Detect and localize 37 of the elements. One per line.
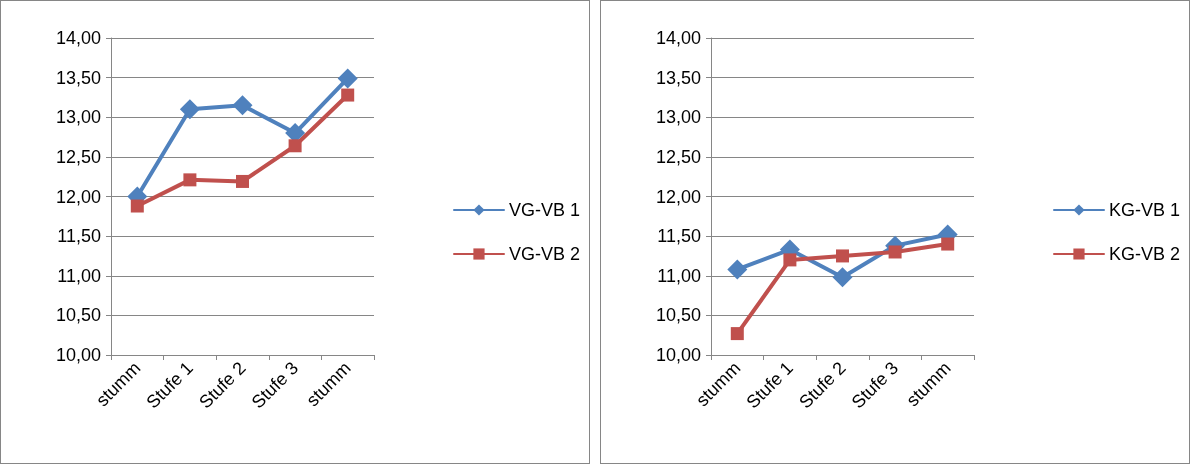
point xyxy=(941,237,955,251)
point xyxy=(836,249,849,263)
y-tick-label: 11,00 xyxy=(57,265,101,286)
point xyxy=(179,99,200,120)
legend-label: VG-VB 2 xyxy=(508,244,581,264)
y-tick-label: 10,50 xyxy=(55,305,101,326)
legend-label: KG-VB 1 xyxy=(1108,200,1181,220)
point xyxy=(832,267,853,288)
y-tick-label: 12,00 xyxy=(55,186,101,207)
point xyxy=(730,327,744,341)
legend-label: KG-VB 2 xyxy=(1108,244,1181,264)
y-tick-label: 13,50 xyxy=(55,67,101,88)
y-tick-label: 11,50 xyxy=(657,226,701,247)
point xyxy=(183,173,197,187)
y-tick-label: 13,00 xyxy=(55,107,101,128)
point xyxy=(727,259,748,280)
y-tick-label: 13,00 xyxy=(655,107,701,128)
point xyxy=(888,245,902,259)
y-tick-label: 12,50 xyxy=(655,146,701,167)
y-tick-label: 11,50 xyxy=(57,226,101,247)
point xyxy=(232,95,253,116)
point xyxy=(341,88,355,102)
y-tick-label: 11,00 xyxy=(657,265,701,286)
y-tick-label: 10,50 xyxy=(655,305,701,326)
y-tick-label: 10,00 xyxy=(55,345,101,365)
point xyxy=(783,253,797,267)
point xyxy=(130,199,144,213)
y-tick-label: 12,00 xyxy=(655,186,701,207)
y-tick-label: 12,50 xyxy=(55,146,101,167)
y-tick-label: 14,00 xyxy=(55,28,101,48)
y-tick-label: 10,00 xyxy=(655,345,701,365)
point xyxy=(236,174,249,188)
y-tick-label: 13,50 xyxy=(655,67,701,88)
point xyxy=(288,139,302,153)
point xyxy=(337,68,358,89)
legend-label: VG-VB 1 xyxy=(508,200,581,220)
y-tick-label: 14,00 xyxy=(655,28,701,48)
